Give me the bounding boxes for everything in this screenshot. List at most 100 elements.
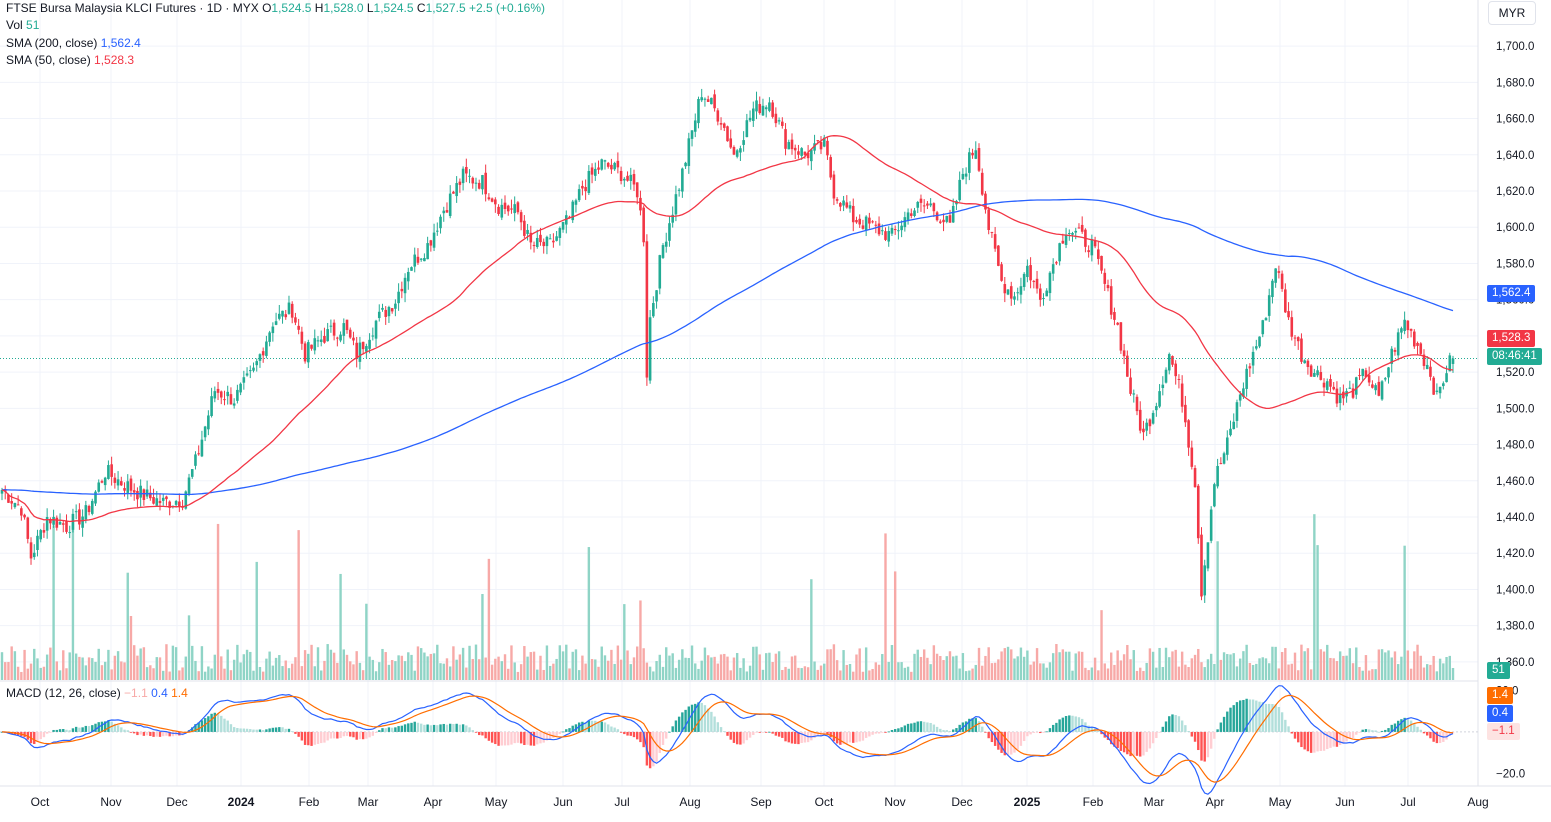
candle-body [900,225,903,231]
candle-body [1132,393,1136,395]
macd-histogram-bar [494,731,497,745]
volume-bar [519,664,523,680]
macd-histogram-bar [1048,728,1052,732]
volume-bar [1126,644,1129,680]
volume-bar [187,615,191,680]
volume-bar [981,665,984,680]
volume-bar [258,666,262,680]
macd-histogram-bar [1003,731,1007,756]
volume-bar [990,663,994,680]
macd-histogram-bar [33,731,36,745]
macd-histogram-bar [603,722,607,732]
candle-body [239,383,242,393]
volume-bar [1051,653,1055,680]
candle-body [897,230,900,232]
macd-histogram-bar [774,731,778,736]
candle-body [1303,360,1306,364]
volume-bar [1058,652,1061,680]
volume-bar [291,663,294,680]
candle-body [1097,249,1100,259]
volume-bar [948,651,952,680]
macd-histogram-bar [78,727,81,732]
volume-bar [326,644,329,680]
candle-body [916,201,920,208]
volume-bar [1416,644,1419,680]
volume-bar [616,645,620,680]
candle-body [1390,348,1394,364]
candle-body [58,521,62,525]
macd-histogram-bar [1342,731,1345,744]
macd-histogram-bar [249,729,252,732]
macd-histogram-bar [291,731,294,733]
volume-bar [587,547,591,680]
macd-histogram-bar [993,731,997,746]
symbol-title[interactable]: FTSE Bursa Malaysia KLCI Futures · 1D · … [6,1,259,15]
volume-bar [1039,663,1042,680]
candle-body [371,335,375,337]
macd-histogram-bar [893,729,897,732]
macd-histogram-bar [1110,731,1113,745]
volume-bar [558,645,562,680]
candle-body [45,517,49,531]
macd-histogram-bar [858,731,861,742]
macd-histogram-bar [1061,717,1065,732]
macd-histogram-bar [1100,731,1103,735]
volume-bar [848,663,852,680]
volume-bar [513,662,516,680]
candle-body [890,227,894,234]
sma200-price-tag: 1,562.4 [1487,285,1536,302]
candle-body [1113,311,1116,320]
volume-bar [871,668,874,680]
candle-body [1009,286,1013,299]
price-tick-label: 1,600.0 [1496,222,1534,234]
sma50-legend[interactable]: SMA (50, close) 1,528.3 [6,52,134,68]
volume-bar [561,651,565,680]
macd-histogram-bar [1258,701,1261,732]
macd-histogram-bar [497,731,500,746]
macd-histogram-bar [45,731,49,734]
volume-bar [342,649,345,680]
macd-histogram-bar [410,722,413,732]
volume-legend[interactable]: Vol 51 [6,17,39,33]
candle-body [874,224,878,226]
volume-bar [690,645,694,680]
candle-body [832,174,836,199]
macd-histogram-bar [145,731,149,736]
macd-histogram-bar [345,731,349,736]
macd-histogram-bar [552,731,555,738]
volume-bar [1229,654,1232,680]
macd-histogram-bar [768,731,771,733]
volume-bar [971,668,974,680]
candle-body [500,204,504,218]
volume-bar [384,652,387,680]
volume-bar [284,660,287,680]
candle-body [81,516,84,528]
candle-body [1142,428,1145,433]
volume-bar [1451,668,1455,680]
macd-histogram-bar [49,731,52,733]
macd-histogram-bar [39,731,42,740]
volume-bar [4,662,7,680]
macd-legend[interactable]: MACD (12, 26, close) −1.1 0.4 1.4 [6,685,188,701]
volume-bar [1222,652,1226,680]
currency-button[interactable]: MYR [1488,1,1536,25]
candle-body [78,509,81,525]
candle-body [545,236,549,247]
candle-body [61,523,65,525]
ohlc-values: O1,524.5 H1,528.0 L1,524.5 C1,527.5 [262,1,469,15]
macd-histogram-bar [168,731,171,737]
volume-bar [278,655,281,680]
candle-body [619,170,623,182]
macd-histogram-bar [1074,716,1077,732]
sma200-legend[interactable]: SMA (200, close) 1,562.4 [6,35,141,51]
volume-bar [1226,654,1229,680]
candle-body [94,491,97,504]
candle-body [629,174,633,181]
macd-histogram-bar [784,731,787,742]
volume-bar [919,656,923,680]
macd-histogram-bar [681,712,684,732]
candle-body [361,341,365,350]
candle-body [519,212,523,223]
sma50-line [1,135,1454,523]
